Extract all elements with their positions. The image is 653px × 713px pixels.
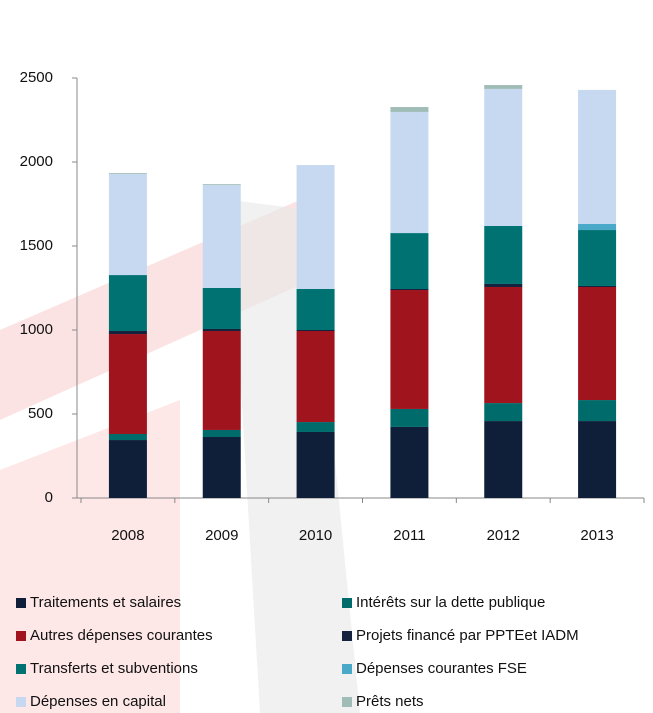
y-tick-label: 1000: [20, 321, 53, 338]
bar-segment: [390, 289, 428, 290]
bar-segment: [109, 275, 147, 331]
legend-label: Intérêts sur la dette publique: [356, 594, 545, 611]
y-tick-label: 1500: [20, 237, 53, 254]
legend-label: Prêts nets: [356, 693, 424, 710]
bar-segment: [297, 289, 335, 330]
legend-label: Dépenses courantes FSE: [356, 660, 527, 677]
bar-segment: [297, 330, 335, 331]
bar-segment: [578, 286, 616, 287]
legend-swatch: [16, 598, 26, 608]
legend-label: Transferts et subventions: [30, 660, 198, 677]
legend-swatch: [342, 598, 352, 608]
watermark-gray: [230, 200, 360, 713]
legend-swatch: [342, 631, 352, 641]
bar-segment: [297, 331, 335, 422]
bar-segment: [109, 331, 147, 334]
legend-swatch: [342, 664, 352, 674]
bar-segment: [297, 165, 335, 289]
page: 0 500 1000 1500 2000 2500 2008 2009 2010 2011 2012…: [0, 0, 653, 713]
legend-swatch: [16, 664, 26, 674]
bar-segment: [297, 422, 335, 432]
y-tick-label: 0: [45, 489, 53, 506]
bar-segment: [484, 287, 522, 403]
legend-swatch: [342, 697, 352, 707]
bar-segment: [203, 288, 241, 329]
bar-segment: [484, 89, 522, 226]
x-tick-label: 2008: [111, 527, 144, 544]
bar-segment: [390, 290, 428, 409]
legend-swatch: [16, 697, 26, 707]
legend-label: Projets financé par PPTEet IADM: [356, 627, 579, 644]
bar-segment: [578, 400, 616, 421]
legend-label: Dépenses en capital: [30, 693, 166, 710]
bar-segment: [484, 85, 522, 89]
bar-segment: [203, 331, 241, 430]
bar-segment: [578, 287, 616, 400]
bar-segment: [109, 440, 147, 498]
bar-segment: [203, 430, 241, 437]
bar-segment: [203, 185, 241, 288]
legend-swatch: [16, 631, 26, 641]
bar-segment: [390, 409, 428, 427]
bar-segment: [390, 233, 428, 289]
x-tick-label: 2013: [580, 527, 613, 544]
bar-segment: [390, 107, 428, 112]
bar-segment: [390, 427, 428, 498]
bar-segment: [578, 421, 616, 498]
legend-label: Traitements et salaires: [30, 594, 181, 611]
bar-segment: [109, 434, 147, 440]
y-tick-label: 2500: [20, 69, 53, 86]
x-tick-label: 2011: [393, 527, 425, 544]
chart: 0 500 1000 1500 2000 2500 2008 2009 2010 2011 2012…: [0, 0, 653, 713]
bar-segment: [109, 334, 147, 434]
legend-label: Autres dépenses courantes: [30, 627, 213, 644]
y-tick-label: 500: [28, 405, 53, 422]
bar-segment: [203, 329, 241, 331]
y-tick-label: 2000: [20, 153, 53, 170]
bar-segment: [484, 284, 522, 287]
x-tick-label: 2012: [487, 527, 520, 544]
bar-segment: [297, 432, 335, 498]
bar-segment: [203, 437, 241, 498]
bar-segment: [578, 224, 616, 230]
bar-segment: [484, 421, 522, 498]
bar-segment: [484, 226, 522, 284]
bar-segment: [390, 112, 428, 233]
x-tick-label: 2010: [299, 527, 332, 544]
bar-segment: [578, 90, 616, 224]
bar-segment: [109, 174, 147, 275]
x-tick-label: 2009: [205, 527, 238, 544]
bar-segment: [109, 173, 147, 174]
bar-segment: [578, 230, 616, 286]
bar-segment: [203, 184, 241, 185]
bar-segment: [484, 403, 522, 421]
